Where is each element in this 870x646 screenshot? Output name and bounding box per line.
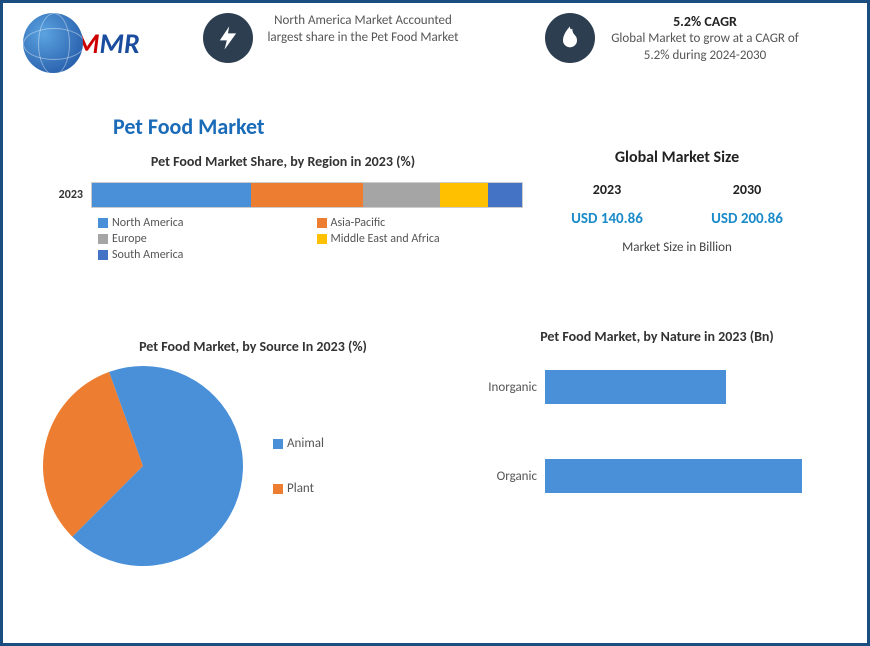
nature-chart: Pet Food Market, by Nature in 2023 (Bn) … xyxy=(467,328,847,548)
legend-item: Middle East and Africa xyxy=(317,232,524,246)
legend-swatch xyxy=(317,234,327,244)
legend-item: South America xyxy=(98,248,305,262)
market-size-col: 2023 USD 140.86 xyxy=(571,181,643,228)
header-callouts: North America Market Accounted largest s… xyxy=(203,13,847,65)
market-size-year: 2030 xyxy=(711,181,783,198)
bolt-icon xyxy=(203,13,253,63)
region-stacked-bar xyxy=(91,182,523,208)
market-size-columns: 2023 USD 140.86 2030 USD 200.86 xyxy=(537,181,817,228)
legend-label: Animal xyxy=(287,436,324,451)
flame-icon xyxy=(545,13,595,63)
callout-cagr-text: 5.2% CAGR Global Market to grow at a CAG… xyxy=(605,13,805,65)
nature-bar-label: Inorganic xyxy=(467,380,537,395)
logo-rest: MR xyxy=(99,26,139,61)
legend-swatch xyxy=(98,250,108,260)
nature-bar-fill xyxy=(545,459,802,493)
legend-item: Europe xyxy=(98,232,305,246)
legend-swatch xyxy=(98,218,108,228)
nature-bars: Inorganic Organic xyxy=(467,370,847,493)
nature-bar-fill xyxy=(545,370,726,404)
callout-region: North America Market Accounted largest s… xyxy=(203,13,505,65)
legend-label: South America xyxy=(112,248,183,262)
source-legend: Animal Plant xyxy=(273,436,324,496)
region-segment xyxy=(440,183,487,207)
nature-bar-track xyxy=(545,459,847,493)
brand-logo: MMR xyxy=(23,13,140,73)
region-segment xyxy=(251,183,363,207)
logo-text: MMR xyxy=(75,26,140,61)
legend-swatch xyxy=(273,484,283,494)
nature-bar-row: Organic xyxy=(467,459,847,493)
nature-bar-label: Organic xyxy=(467,469,537,484)
legend-item: Animal xyxy=(273,436,324,451)
region-segment xyxy=(488,183,522,207)
market-size-title: Global Market Size xyxy=(537,148,817,167)
legend-label: Europe xyxy=(112,232,147,246)
legend-item: Asia-Pacific xyxy=(317,216,524,230)
legend-label: Asia-Pacific xyxy=(331,216,386,230)
legend-label: North America xyxy=(112,216,183,230)
nature-chart-title: Pet Food Market, by Nature in 2023 (Bn) xyxy=(467,328,847,345)
legend-label: Plant xyxy=(287,481,314,496)
callout-region-text: North America Market Accounted largest s… xyxy=(263,13,463,47)
market-size-panel: Global Market Size 2023 USD 140.86 2030 USD… xyxy=(537,148,817,255)
callout-cagr-title: 5.2% CAGR xyxy=(605,13,805,31)
source-chart: Pet Food Market, by Source In 2023 (%) A… xyxy=(43,338,463,566)
region-segment xyxy=(92,183,251,207)
callout-cagr: 5.2% CAGR Global Market to grow at a CAG… xyxy=(545,13,847,65)
nature-bar-row: Inorganic xyxy=(467,370,847,404)
legend-item: North America xyxy=(98,216,305,230)
legend-swatch xyxy=(317,218,327,228)
region-segment xyxy=(363,183,440,207)
page-title: Pet Food Market xyxy=(113,113,265,140)
region-legend: North America Asia-Pacific Europe Middle Ea… xyxy=(98,216,523,262)
legend-item: Plant xyxy=(273,481,324,496)
legend-swatch xyxy=(98,234,108,244)
region-year-label: 2023 xyxy=(43,188,83,202)
region-bar-row: 2023 xyxy=(43,182,523,208)
region-chart: Pet Food Market Share, by Region in 2023… xyxy=(43,153,523,262)
legend-swatch xyxy=(273,439,283,449)
market-size-year: 2023 xyxy=(571,181,643,198)
source-chart-title: Pet Food Market, by Source In 2023 (%) xyxy=(43,338,463,356)
market-size-note: Market Size in Billion xyxy=(537,240,817,255)
callout-cagr-body: Global Market to grow at a CAGR of 5.2% … xyxy=(605,31,805,65)
globe-icon xyxy=(23,13,83,73)
source-pie xyxy=(43,366,243,566)
market-size-value: USD 140.86 xyxy=(571,210,643,228)
market-size-col: 2030 USD 200.86 xyxy=(711,181,783,228)
market-size-value: USD 200.86 xyxy=(711,210,783,228)
source-pie-row: Animal Plant xyxy=(43,366,463,566)
nature-bar-track xyxy=(545,370,847,404)
region-chart-title: Pet Food Market Share, by Region in 2023… xyxy=(43,153,523,170)
legend-label: Middle East and Africa xyxy=(331,232,440,246)
